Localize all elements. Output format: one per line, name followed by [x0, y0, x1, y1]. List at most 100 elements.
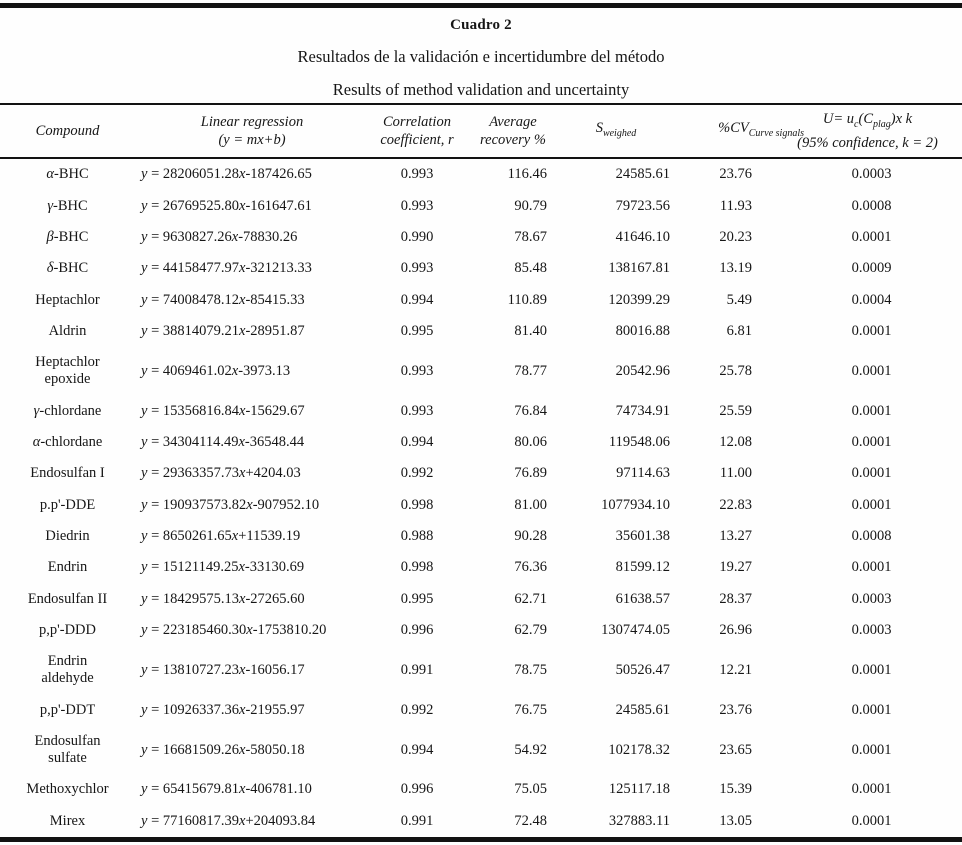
recovery-cell: 81.00 [514, 496, 547, 513]
s-weighed-cell: 35601.38 [615, 527, 670, 544]
bottom-rule [0, 837, 962, 842]
recovery-cell: 78.75 [514, 661, 547, 678]
header-expanded-uncertainty: U= uc(Cplag)x k (95% confidence, k = 2) [759, 110, 962, 152]
equation-cell: y = 9630827.26x-78830.26 [141, 228, 298, 245]
correlation-cell: 0.998 [400, 559, 434, 576]
uncertainty-cell: 0.0001 [851, 402, 892, 419]
recovery-cell: 116.46 [507, 166, 547, 183]
table-row: γ-BHC y = 26769525.80x-161647.61 0.993 90.7… [0, 190, 962, 221]
recovery-cell: 76.84 [514, 402, 547, 419]
uncertainty-cell: 0.0001 [851, 228, 892, 245]
s-weighed-cell: 1307474.05 [601, 621, 670, 638]
cv-cell: 11.93 [719, 197, 752, 214]
uncertainty-cell: 0.0001 [851, 362, 892, 379]
table-row: p,p'-DDT y = 10926337.36x-21955.97 0.992 76… [0, 695, 962, 726]
compound-cell: γ-chlordane [33, 402, 102, 419]
top-rule [0, 3, 962, 8]
s-weighed-cell: 125117.18 [608, 781, 670, 798]
correlation-cell: 0.994 [400, 433, 434, 450]
table-row: α-BHC y = 28206051.28x-187426.65 0.993 116.… [0, 159, 962, 190]
table-row: δ-BHC y = 44158477.97x-321213.33 0.993 85.4… [0, 253, 962, 284]
equation-cell: y = 4069461.02x-3973.13 [141, 362, 291, 379]
s-weighed-cell: 79723.56 [615, 197, 670, 214]
table-row: Endosulfan I y = 29363357.73x+4204.03 0.99… [0, 458, 962, 489]
compound-cell: Endosulfan II [27, 590, 108, 607]
compound-cell: Endosulfan sulfate [34, 733, 101, 767]
uncertainty-formula: U= uc(Cplag)x k [822, 111, 913, 130]
uncertainty-cell: 0.0001 [851, 781, 892, 798]
cv-cell: 13.19 [719, 260, 752, 277]
equation-cell: y = 15356816.84x-15629.67 [141, 402, 305, 419]
uncertainty-cell: 0.0003 [851, 590, 892, 607]
s-subscript: weighed [602, 127, 637, 139]
header-recovery-line2: recovery % [480, 132, 546, 148]
equation-cell: y = 16681509.26x-58050.18 [141, 741, 305, 758]
table-row: Aldrin y = 38814079.21x-28951.87 0.995 81.4… [0, 316, 962, 347]
correlation-cell: 0.998 [400, 496, 434, 513]
table-row: Endosulfan sulfate y = 16681509.26x-58050… [0, 726, 962, 774]
correlation-cell: 0.988 [400, 527, 434, 544]
cv-cell: 13.05 [719, 812, 752, 829]
recovery-cell: 90.79 [514, 197, 547, 214]
recovery-cell: 85.48 [514, 260, 547, 277]
correlation-cell: 0.993 [400, 166, 434, 183]
uncertainty-cell: 0.0001 [851, 465, 892, 482]
header-correlation-line2: coefficient, r [380, 132, 454, 148]
cv-cell: 28.37 [719, 590, 752, 607]
equation-cell: y = 190937573.82x-907952.10 [141, 496, 320, 513]
correlation-cell: 0.993 [400, 260, 434, 277]
s-weighed-cell: 74734.91 [615, 402, 670, 419]
recovery-cell: 54.92 [514, 741, 547, 758]
equation-cell: y = 29363357.73x+4204.03 [141, 465, 301, 482]
cv-symbol: %CV [718, 120, 749, 137]
cv-cell: 20.23 [719, 228, 752, 245]
cv-cell: 25.59 [719, 402, 752, 419]
header-compound: Compound [35, 123, 100, 139]
correlation-cell: 0.994 [400, 741, 434, 758]
compound-cell: Methoxychlor [26, 781, 109, 798]
correlation-cell: 0.995 [400, 590, 434, 607]
title-block: Cuadro 2 Resultados de la validación e i… [0, 8, 962, 103]
correlation-cell: 0.996 [400, 781, 434, 798]
table-row: p,p'-DDD y = 223185460.30x-1753810.20 0.99… [0, 615, 962, 646]
uncertainty-cell: 0.0001 [851, 322, 892, 339]
equation-cell: y = 8650261.65x+11539.19 [141, 527, 301, 544]
table-body: α-BHC y = 28206051.28x-187426.65 0.993 116.… [0, 159, 962, 837]
cv-cell: 19.27 [719, 559, 752, 576]
cv-subscript: Curve signals [748, 127, 804, 139]
recovery-cell: 90.28 [514, 527, 547, 544]
s-weighed-cell: 41646.10 [615, 228, 670, 245]
equation-cell: y = 10926337.36x-21955.97 [141, 701, 305, 718]
correlation-cell: 0.993 [400, 402, 434, 419]
compound-cell: δ-BHC [46, 260, 89, 277]
compound-cell: Heptachlor [35, 291, 100, 308]
header-top-rule [0, 103, 962, 105]
correlation-cell: 0.992 [400, 701, 434, 718]
recovery-cell: 81.40 [514, 322, 547, 339]
s-weighed-cell: 61638.57 [615, 590, 670, 607]
cv-cell: 22.83 [719, 496, 752, 513]
cv-cell: 5.49 [726, 291, 752, 308]
correlation-cell: 0.996 [400, 621, 434, 638]
table-subtitle-english: Results of method validation and uncerta… [332, 80, 630, 99]
compound-cell: Heptachlor epoxide [35, 354, 100, 388]
uncertainty-cell: 0.0001 [851, 701, 892, 718]
table-title: Cuadro 2 [450, 17, 512, 33]
equation-cell: y = 77160817.39x+204093.84 [141, 812, 316, 829]
table-row: Endrin y = 15121149.25x-33130.69 0.998 76.3… [0, 552, 962, 583]
compound-cell: p,p'-DDD [39, 621, 96, 638]
equation-cell: y = 28206051.28x-187426.65 [141, 166, 312, 183]
recovery-cell: 76.75 [514, 701, 547, 718]
cv-cell: 6.81 [726, 322, 752, 339]
uncertainty-cell: 0.0001 [851, 559, 892, 576]
table-header-row: Compound Linear regression (y = mx+b) Co… [0, 105, 962, 157]
cv-cell: 23.65 [719, 741, 752, 758]
uncertainty-cell: 0.0008 [851, 527, 892, 544]
uncertainty-cell: 0.0004 [851, 291, 892, 308]
header-linear-regression-line2: (y = mx+b) [218, 132, 286, 148]
header-correlation-line1: Correlation [383, 114, 451, 130]
recovery-cell: 80.06 [514, 433, 547, 450]
uncertainty-cell: 0.0001 [851, 741, 892, 758]
table-row: α-chlordane y = 34304114.49x-36548.44 0.99… [0, 427, 962, 458]
correlation-cell: 0.991 [400, 661, 434, 678]
